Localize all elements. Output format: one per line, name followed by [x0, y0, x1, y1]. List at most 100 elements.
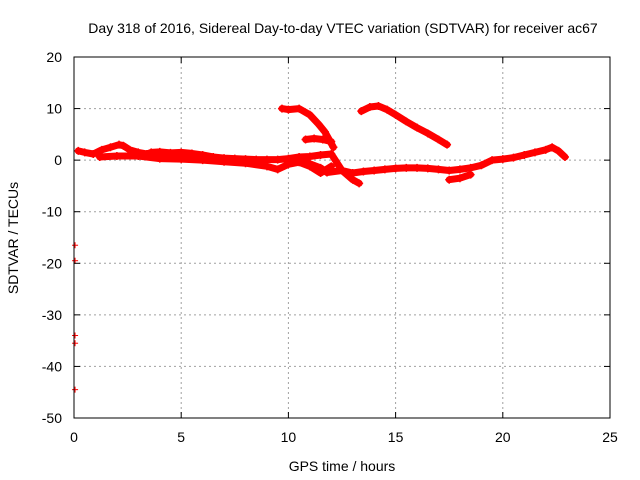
data-point: [262, 155, 271, 164]
data-point: [423, 129, 432, 138]
data-point: [155, 147, 164, 156]
y-tick-label: -40: [42, 358, 62, 374]
data-point: [112, 152, 121, 161]
data-point: [413, 163, 422, 172]
y-axis-ticks: 20 10 0 -10 -20 -30 -40 -50: [42, 49, 610, 426]
data-point: [301, 135, 310, 144]
data-point: [295, 104, 304, 113]
data-point: [380, 165, 389, 174]
data-point: [277, 104, 286, 113]
grid-lines: [74, 57, 610, 418]
data-point: [305, 110, 314, 119]
series-upper-arc-2: [357, 101, 452, 149]
data-point: [284, 160, 293, 169]
data-point: [509, 153, 518, 162]
x-tick-label: 0: [70, 429, 78, 445]
y-tick-label: -20: [42, 255, 62, 271]
series-dip-branch: [295, 155, 364, 188]
data-point: [95, 153, 104, 162]
y-axis-label: SDTVAR / TECUs: [5, 182, 21, 294]
data-point: [365, 103, 374, 112]
data-point: [413, 123, 422, 132]
x-tick-label: 25: [602, 429, 618, 445]
series-right-tail: [445, 170, 475, 184]
data-point: [355, 179, 364, 188]
data-point: [262, 162, 271, 171]
data-point: [305, 159, 314, 168]
data-point: [488, 156, 497, 165]
y-tick-label: 0: [54, 152, 62, 168]
x-tick-label: 20: [495, 429, 511, 445]
data-series: [72, 101, 569, 393]
x-tick-label: 10: [281, 429, 297, 445]
x-axis-label: GPS time / hours: [289, 458, 396, 474]
data-point: [295, 155, 304, 164]
data-point: [402, 163, 411, 172]
data-point: [548, 143, 557, 152]
data-point: [338, 166, 346, 175]
data-point: [241, 159, 250, 168]
data-point: [125, 145, 134, 154]
data-point: [273, 155, 282, 164]
data-point: [560, 153, 569, 162]
data-point: [434, 135, 443, 144]
data-point: [423, 164, 432, 173]
data-point: [134, 152, 143, 161]
data-point: [359, 167, 368, 176]
data-point: [89, 149, 98, 158]
y-tick-label: 10: [46, 101, 62, 117]
data-point: [455, 174, 464, 183]
data-point: [391, 164, 400, 173]
data-point: [455, 165, 464, 174]
data-point: [541, 145, 550, 154]
data-point: [445, 175, 454, 184]
data-point: [434, 165, 443, 174]
series-band: [357, 102, 451, 149]
data-point: [198, 156, 207, 165]
data-point: [177, 155, 186, 164]
data-point: [466, 170, 475, 179]
y-tick-label: 20: [46, 49, 62, 65]
data-point: [318, 135, 327, 144]
series-mid-streak: [301, 134, 336, 146]
data-point: [477, 161, 486, 170]
data-point: [97, 145, 106, 154]
data-point: [177, 148, 186, 157]
data-point: [284, 105, 293, 114]
data-point: [80, 148, 89, 157]
y-tick-label: -30: [42, 307, 62, 323]
data-point: [316, 150, 325, 159]
data-point: [273, 165, 282, 174]
data-point: [316, 163, 325, 172]
series-band: [302, 135, 335, 146]
data-point: [155, 154, 164, 163]
plot-frame: [73, 56, 611, 419]
data-point: [305, 152, 314, 161]
data-point: [119, 141, 128, 150]
data-point: [106, 143, 115, 152]
data-point: [402, 117, 411, 126]
data-point: [357, 107, 366, 116]
data-point: [329, 143, 338, 152]
data-point: [320, 127, 329, 136]
data-point: [74, 146, 83, 155]
data-point: [327, 149, 336, 158]
data-point: [374, 101, 383, 110]
y-tick-label: -50: [42, 410, 62, 426]
x-tick-label: 15: [388, 429, 404, 445]
y-tick-label: -10: [42, 204, 62, 220]
data-point: [498, 155, 507, 164]
data-point: [383, 105, 392, 114]
data-point: [348, 175, 357, 184]
data-point: [220, 157, 229, 166]
data-point: [370, 166, 379, 175]
data-point: [322, 168, 331, 177]
data-point: [327, 137, 336, 146]
data-point: [115, 140, 124, 149]
x-tick-label: 5: [177, 429, 185, 445]
x-axis-ticks: 0 5 10 15 20 25: [70, 57, 618, 445]
data-point: [445, 166, 454, 175]
data-point: [466, 163, 475, 172]
data-point: [443, 140, 452, 149]
